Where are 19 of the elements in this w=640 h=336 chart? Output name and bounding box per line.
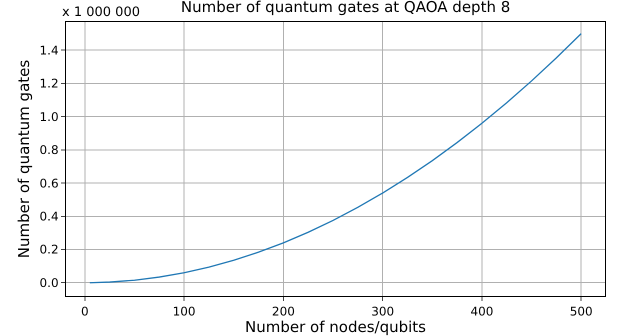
y-tick-label: 0.4	[40, 209, 59, 224]
x-tick-label: 300	[371, 304, 394, 318]
y-tick-label: 0.6	[40, 176, 59, 190]
y-tick-label: 0.2	[40, 242, 59, 257]
y-tick-label: 1.4	[40, 43, 59, 58]
y-axis-title: Number of quantum gates	[14, 60, 33, 258]
y-tick-label: 1.0	[40, 110, 59, 124]
text: x 1 000 000	[62, 5, 140, 20]
x-axis-title: Number of nodes/qubits	[245, 318, 426, 336]
x-tick-label: 0	[81, 304, 89, 318]
x-tick-label: 100	[172, 304, 196, 318]
line-series	[89, 32, 582, 284]
x-tick-label: 500	[570, 304, 593, 318]
chart-title: Number of quantum gates at QAOA depth 8	[180, 0, 510, 16]
y-tick-label: 0.8	[40, 143, 59, 158]
y-tick-label: 0.0	[40, 276, 59, 290]
x-tick-label: 200	[272, 304, 295, 318]
y-tick-label: 1.2	[40, 76, 59, 91]
x-tick-label: 400	[470, 304, 494, 318]
